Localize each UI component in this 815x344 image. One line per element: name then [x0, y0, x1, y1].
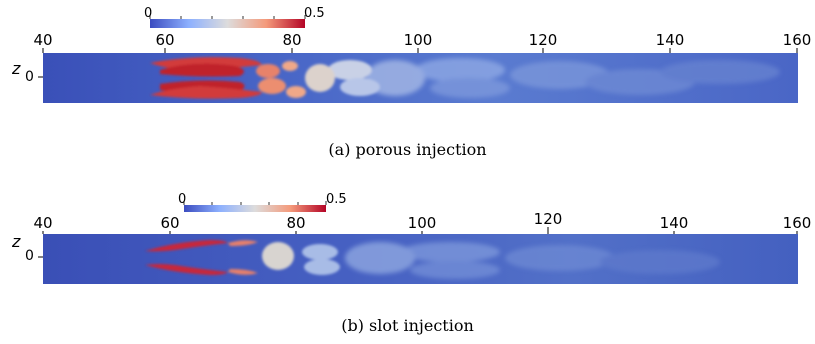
figure-caption: (b) slot injection	[341, 316, 474, 335]
figure-caption: (a) porous injection	[328, 140, 487, 159]
colorbar	[149, 15, 306, 28]
z-axis-label: z	[12, 232, 21, 251]
x-tick-label: 120	[533, 210, 563, 228]
colorbar-max-label: 0.5	[326, 192, 347, 207]
colorbar-max-label: 0.5	[304, 6, 325, 21]
x-tick-label: 80	[286, 214, 306, 232]
colorbar	[183, 201, 327, 212]
x-tick-label: 80	[282, 31, 302, 49]
z-tick-label: 0	[25, 248, 34, 264]
panel-slot-injection: 0 0.5 40 60 80 100 120 140 160 z 0	[0, 172, 815, 344]
x-tick-label: 60	[160, 214, 180, 232]
z-tick-label: 0	[25, 69, 34, 85]
x-tick-label: 40	[33, 31, 53, 49]
x-tick-label: 100	[403, 31, 433, 49]
x-tick-label: 140	[655, 31, 685, 49]
x-tick-label: 140	[659, 214, 689, 232]
x-tick-label: 160	[782, 214, 812, 232]
colorbar-min-label: 0	[178, 192, 187, 207]
z-axis-label: z	[12, 59, 21, 78]
x-tick-label: 100	[407, 214, 437, 232]
x-tick-label: 40	[33, 214, 53, 232]
x-tick-label: 120	[528, 31, 558, 49]
panel-porous-injection: 0 0.5 40 60 80 100 120 140 160 z 0	[12, 6, 812, 159]
colorbar-min-label: 0	[144, 6, 153, 21]
x-tick-label: 160	[782, 31, 812, 49]
scalar-field-slot	[38, 227, 798, 284]
x-tick-label: 60	[155, 31, 175, 49]
scalar-field-porous	[38, 48, 798, 103]
